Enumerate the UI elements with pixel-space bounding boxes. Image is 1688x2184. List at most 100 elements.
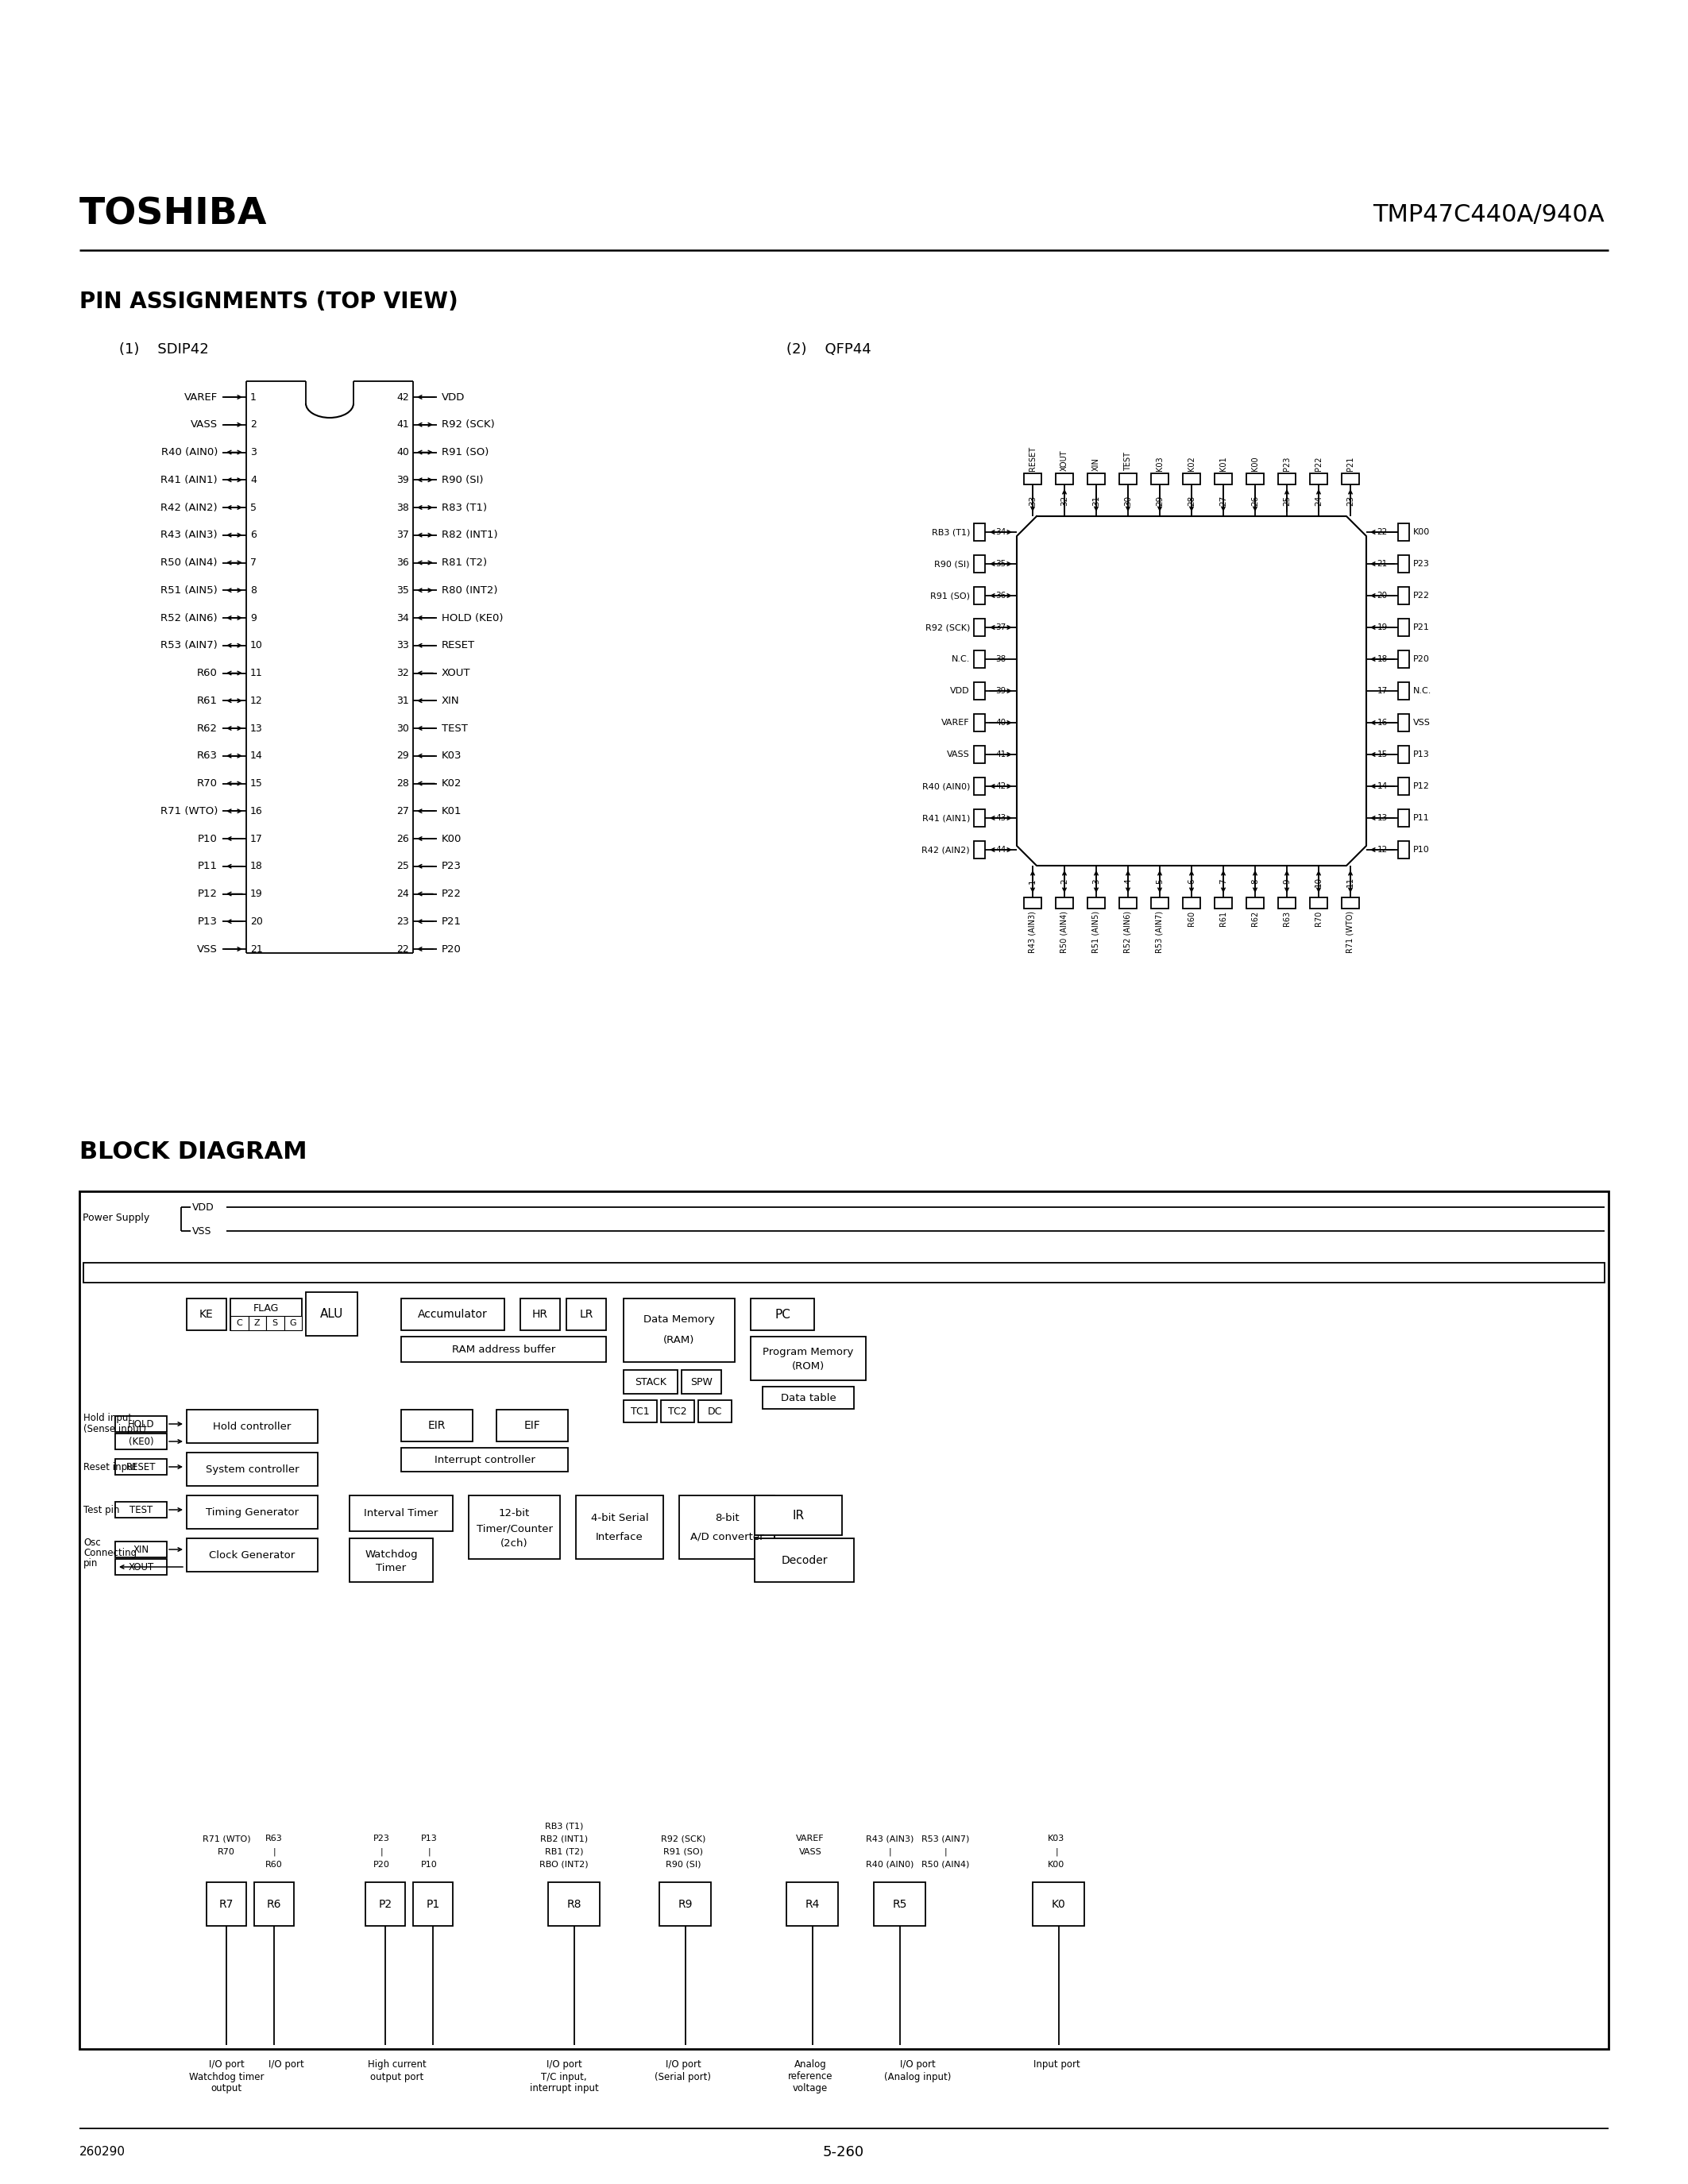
Text: R60: R60 bbox=[265, 1861, 282, 1870]
Bar bbox=[115, 1459, 167, 1474]
Text: K01: K01 bbox=[442, 806, 463, 817]
Text: 31: 31 bbox=[1092, 496, 1101, 507]
Text: K02: K02 bbox=[442, 778, 463, 788]
Text: Power Supply: Power Supply bbox=[83, 1212, 150, 1223]
Text: (Sense input): (Sense input) bbox=[83, 1424, 147, 1435]
Text: 34: 34 bbox=[397, 614, 408, 622]
Bar bbox=[469, 1496, 560, 1559]
Text: R82 (INT1): R82 (INT1) bbox=[442, 531, 498, 539]
Bar bbox=[1087, 898, 1106, 909]
Text: (2)    QFP44: (2) QFP44 bbox=[787, 343, 871, 356]
Text: 12: 12 bbox=[250, 695, 263, 705]
Text: |: | bbox=[273, 1848, 275, 1856]
Text: P10: P10 bbox=[1413, 845, 1430, 854]
Text: K03: K03 bbox=[442, 751, 463, 760]
Bar bbox=[1398, 618, 1409, 636]
Text: P20: P20 bbox=[1413, 655, 1430, 664]
Bar bbox=[1398, 651, 1409, 668]
Text: RESET: RESET bbox=[1028, 446, 1036, 472]
Bar bbox=[115, 1503, 167, 1518]
Text: R40 (AIN0): R40 (AIN0) bbox=[866, 1861, 913, 1870]
Text: 22: 22 bbox=[397, 943, 408, 954]
Text: RB3 (T1): RB3 (T1) bbox=[932, 529, 971, 535]
Text: HOLD: HOLD bbox=[128, 1420, 154, 1428]
Text: P12: P12 bbox=[1413, 782, 1430, 791]
Text: 37: 37 bbox=[996, 622, 1006, 631]
Text: STACK: STACK bbox=[635, 1376, 667, 1387]
Text: P11: P11 bbox=[197, 860, 218, 871]
Text: K0: K0 bbox=[1052, 1898, 1065, 1909]
Text: 15: 15 bbox=[250, 778, 263, 788]
Bar bbox=[255, 1883, 294, 1926]
Bar bbox=[1398, 681, 1409, 699]
Text: 5: 5 bbox=[1156, 878, 1163, 885]
Text: 38: 38 bbox=[996, 655, 1006, 664]
Text: |: | bbox=[888, 1848, 891, 1856]
Text: 31: 31 bbox=[397, 695, 408, 705]
Text: K03: K03 bbox=[1048, 1835, 1065, 1843]
Bar bbox=[874, 1883, 925, 1926]
Bar bbox=[974, 651, 986, 668]
Text: 37: 37 bbox=[397, 531, 408, 539]
Bar bbox=[1087, 474, 1106, 485]
Text: XOUT: XOUT bbox=[442, 668, 471, 679]
Text: 25: 25 bbox=[1283, 496, 1291, 507]
Text: R60: R60 bbox=[197, 668, 218, 679]
Text: RBO (INT2): RBO (INT2) bbox=[540, 1861, 589, 1870]
Bar bbox=[755, 1496, 842, 1535]
Text: 8: 8 bbox=[250, 585, 257, 596]
Text: Hold controller: Hold controller bbox=[213, 1422, 292, 1431]
Text: R43 (AIN3): R43 (AIN3) bbox=[160, 531, 218, 539]
Bar bbox=[1215, 898, 1232, 909]
Text: P23: P23 bbox=[442, 860, 461, 871]
Bar bbox=[1278, 898, 1296, 909]
Text: R63: R63 bbox=[197, 751, 218, 760]
Text: Analog: Analog bbox=[793, 2060, 827, 2070]
Bar bbox=[206, 1883, 246, 1926]
Text: HOLD (KE0): HOLD (KE0) bbox=[442, 614, 503, 622]
Text: R91 (SO): R91 (SO) bbox=[663, 1848, 702, 1856]
Text: Hold input: Hold input bbox=[83, 1413, 132, 1422]
Text: Clock Generator: Clock Generator bbox=[209, 1551, 295, 1559]
Text: 12: 12 bbox=[1377, 845, 1388, 854]
Text: |: | bbox=[1055, 1848, 1058, 1856]
Text: K00: K00 bbox=[1413, 529, 1430, 535]
Text: 18: 18 bbox=[250, 860, 263, 871]
Text: 19: 19 bbox=[250, 889, 263, 900]
Text: VDD: VDD bbox=[950, 688, 971, 695]
Text: Timing Generator: Timing Generator bbox=[206, 1507, 299, 1518]
Text: Input port: Input port bbox=[1033, 2060, 1080, 2070]
Bar bbox=[1246, 898, 1264, 909]
Text: P22: P22 bbox=[1315, 456, 1323, 472]
Text: R9: R9 bbox=[679, 1898, 692, 1909]
Text: R92 (SCK): R92 (SCK) bbox=[660, 1835, 706, 1843]
Text: R7: R7 bbox=[219, 1898, 233, 1909]
Text: 27: 27 bbox=[1219, 496, 1227, 507]
Bar bbox=[1119, 898, 1136, 909]
Bar bbox=[306, 1293, 358, 1337]
Text: (ROM): (ROM) bbox=[792, 1361, 825, 1372]
Text: 34: 34 bbox=[996, 529, 1006, 535]
Text: 16: 16 bbox=[1377, 719, 1388, 727]
Text: 4: 4 bbox=[250, 474, 257, 485]
Text: 30: 30 bbox=[397, 723, 408, 734]
Text: R50 (AIN4): R50 (AIN4) bbox=[160, 557, 218, 568]
Text: 26: 26 bbox=[1251, 496, 1259, 507]
Text: 5-260: 5-260 bbox=[824, 2145, 864, 2160]
Text: TEST: TEST bbox=[130, 1505, 152, 1516]
Bar bbox=[1398, 810, 1409, 828]
Text: VASS: VASS bbox=[947, 751, 971, 758]
Text: 13: 13 bbox=[1377, 815, 1388, 821]
Text: N.C.: N.C. bbox=[952, 655, 971, 664]
Text: R8: R8 bbox=[567, 1898, 581, 1909]
Bar bbox=[623, 1299, 734, 1363]
Text: IR: IR bbox=[792, 1509, 805, 1522]
Text: 19: 19 bbox=[1377, 622, 1388, 631]
Text: 2: 2 bbox=[1060, 878, 1069, 885]
Text: R40 (AIN0): R40 (AIN0) bbox=[922, 782, 971, 791]
Text: 9: 9 bbox=[1283, 878, 1291, 885]
Text: K00: K00 bbox=[1048, 1861, 1065, 1870]
Bar bbox=[1183, 898, 1200, 909]
Text: Connecting: Connecting bbox=[83, 1548, 137, 1557]
Text: R51 (AIN5): R51 (AIN5) bbox=[1092, 911, 1101, 952]
